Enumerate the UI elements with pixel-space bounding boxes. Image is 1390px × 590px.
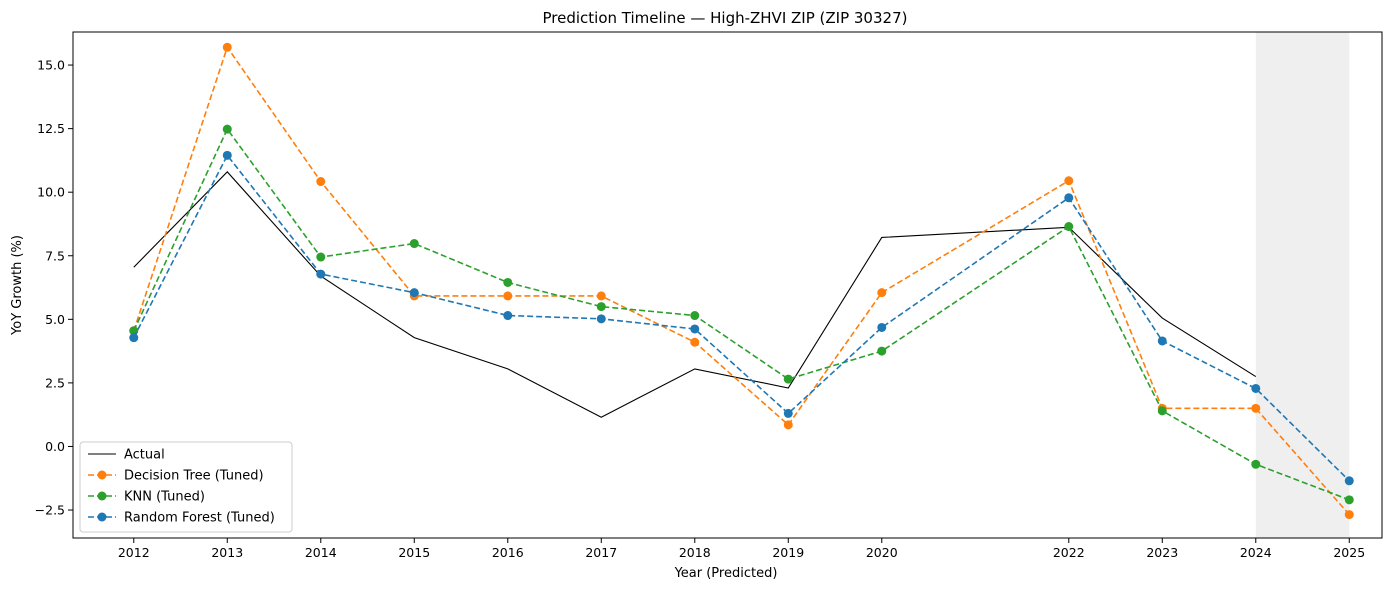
data-point-decision-tree-tuned (1064, 176, 1074, 186)
data-point-decision-tree-tuned (316, 177, 326, 187)
data-point-knn-tuned (503, 277, 513, 287)
data-point-decision-tree-tuned (596, 291, 606, 301)
x-tick-label: 2023 (1146, 545, 1178, 560)
legend-label: Decision Tree (Tuned) (124, 469, 264, 484)
data-point-knn-tuned (1251, 459, 1261, 469)
shaded-forecast-region (1255, 32, 1350, 538)
series-decision-tree-tuned (129, 42, 1354, 520)
legend: Actual Decision Tree (Tuned) KNN (Tuned) Ra… (79, 441, 293, 533)
data-point-decision-tree-tuned (1344, 510, 1354, 520)
series-random-forest-tuned (129, 150, 1354, 486)
plot-frame (72, 31, 1383, 539)
data-point-knn-tuned (1064, 222, 1074, 232)
data-point-random-forest-tuned (222, 150, 232, 160)
legend-item: Decision Tree (Tuned) (88, 469, 264, 484)
x-tick-label: 2016 (492, 545, 524, 560)
series-line-random-forest-tuned (133, 153, 1350, 482)
x-tick-label: 2025 (1333, 545, 1365, 560)
legend-item: Actual (88, 448, 165, 463)
data-point-random-forest-tuned (316, 269, 326, 279)
data-point-random-forest-tuned (1344, 476, 1354, 486)
data-point-random-forest-tuned (503, 311, 513, 321)
x-tick-label: 2018 (679, 545, 711, 560)
series-line-knn-tuned (133, 127, 1350, 501)
series-actual (133, 171, 1257, 418)
y-axis-label: YoY Growth (%) (10, 235, 25, 336)
legend-item: KNN (Tuned) (88, 490, 205, 505)
data-point-random-forest-tuned (129, 333, 139, 343)
legend-item: Random Forest (Tuned) (88, 511, 275, 526)
data-point-knn-tuned (1344, 495, 1354, 505)
data-point-knn-tuned (409, 239, 419, 249)
data-point-knn-tuned (222, 124, 232, 134)
data-point-decision-tree-tuned (1251, 403, 1261, 413)
x-tick-label: 2014 (305, 545, 337, 560)
series-layer (129, 42, 1354, 520)
y-tick-label: 10.0 (37, 185, 65, 200)
series-line-decision-tree-tuned (133, 45, 1350, 516)
legend-label: Random Forest (Tuned) (124, 511, 275, 526)
x-tick-label: 2019 (772, 545, 804, 560)
data-point-decision-tree-tuned (783, 420, 793, 430)
legend-swatch-marker (97, 512, 107, 522)
data-point-knn-tuned (1157, 406, 1167, 416)
data-point-random-forest-tuned (877, 322, 887, 332)
x-tick-label: 2020 (866, 545, 898, 560)
data-point-random-forest-tuned (1064, 193, 1074, 203)
y-tick-label: 7.5 (45, 248, 65, 263)
legend-swatch-marker (97, 491, 107, 501)
legend-label: Actual (124, 448, 165, 463)
x-tick-label: 2013 (211, 545, 243, 560)
data-point-random-forest-tuned (783, 408, 793, 418)
data-point-knn-tuned (596, 302, 606, 312)
data-point-knn-tuned (877, 346, 887, 356)
data-point-decision-tree-tuned (690, 337, 700, 347)
y-tick-label: 2.5 (45, 375, 65, 390)
data-point-decision-tree-tuned (503, 291, 513, 301)
x-axis-ticks: 2012 2013 2014 2015 2016 2017 2018 2019 2020 2022… (118, 538, 1365, 560)
y-tick-label: 15.0 (37, 58, 65, 73)
y-tick-label: −2.5 (35, 503, 65, 518)
x-tick-label: 2017 (585, 545, 617, 560)
legend-box (79, 441, 293, 533)
legend-label: KNN (Tuned) (124, 490, 205, 505)
data-point-random-forest-tuned (1157, 336, 1167, 346)
data-point-random-forest-tuned (690, 324, 700, 334)
x-tick-label: 2015 (398, 545, 430, 560)
legend-swatch-marker (97, 470, 107, 480)
x-tick-label: 2012 (118, 545, 150, 560)
data-point-random-forest-tuned (1251, 383, 1261, 393)
data-point-random-forest-tuned (596, 314, 606, 324)
data-point-knn-tuned (690, 311, 700, 321)
y-tick-label: 0.0 (45, 439, 65, 454)
data-point-random-forest-tuned (409, 288, 419, 298)
x-tick-label: 2022 (1053, 545, 1085, 560)
series-line-actual (133, 171, 1257, 418)
series-knn-tuned (129, 124, 1354, 505)
y-tick-label: 12.5 (37, 121, 65, 136)
x-axis-label: Year (Predicted) (674, 566, 778, 581)
data-point-knn-tuned (783, 374, 793, 384)
data-point-decision-tree-tuned (222, 42, 232, 52)
y-tick-label: 5.0 (45, 312, 65, 327)
data-point-knn-tuned (316, 252, 326, 262)
data-point-decision-tree-tuned (877, 288, 887, 298)
chart-title: Prediction Timeline — High-ZHVI ZIP (ZIP… (543, 9, 908, 27)
y-axis-ticks: −2.5 0.0 2.5 5.0 7.5 10.0 12.5 15.0 (35, 58, 73, 518)
x-tick-label: 2024 (1240, 545, 1272, 560)
